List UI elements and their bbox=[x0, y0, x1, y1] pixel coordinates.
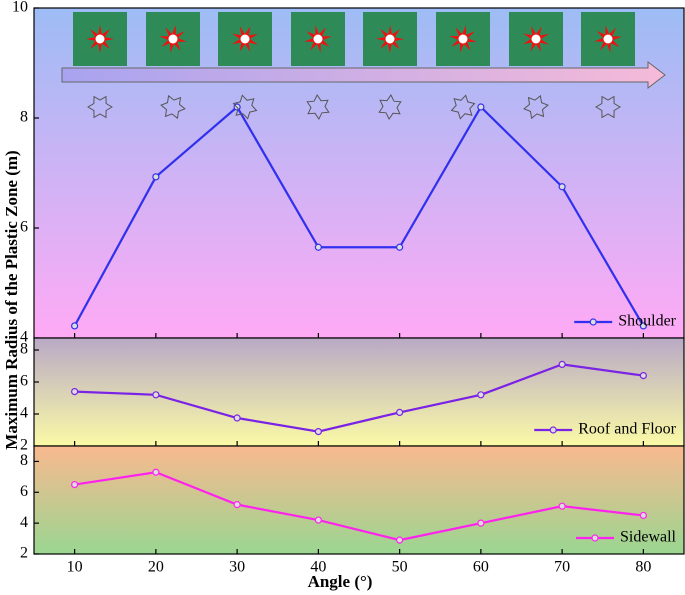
data-point bbox=[71, 480, 79, 489]
legend-label: Shoulder bbox=[618, 313, 676, 330]
icon-hole bbox=[458, 34, 468, 44]
icon bbox=[73, 12, 127, 119]
panel: 2 4 6 8 Roof and Floor bbox=[20, 337, 685, 454]
icon-outline bbox=[232, 94, 258, 120]
legend-label: Roof and Floor bbox=[578, 421, 676, 438]
legend-marker bbox=[589, 318, 597, 326]
y-tick-label: 8 bbox=[20, 341, 28, 358]
y-axis-label: Maximum Radius of the Plastic Zone (m) bbox=[2, 150, 21, 449]
icon-hole bbox=[240, 34, 250, 44]
x-tick-label: 60 bbox=[473, 559, 489, 576]
legend-label: Sidewall bbox=[620, 529, 677, 546]
icon-outline bbox=[378, 94, 402, 120]
data-point bbox=[233, 501, 241, 509]
icon-hole bbox=[385, 34, 395, 44]
plot-background bbox=[34, 8, 684, 338]
data-point bbox=[71, 322, 79, 330]
data-point bbox=[152, 391, 160, 399]
data-point bbox=[477, 519, 485, 527]
x-axis-label: Angle (°) bbox=[308, 572, 373, 591]
illustration bbox=[61, 12, 666, 120]
data-point bbox=[396, 408, 404, 416]
y-tick-label: 10 bbox=[12, 0, 28, 16]
y-tick-label: 6 bbox=[20, 373, 28, 390]
data-point bbox=[152, 468, 160, 476]
x-tick-label: 50 bbox=[392, 559, 408, 576]
icon-outline bbox=[87, 95, 113, 119]
plot-frame bbox=[33, 445, 685, 555]
plot-background bbox=[34, 446, 684, 554]
icon-hole bbox=[603, 34, 613, 44]
series-line bbox=[74, 363, 644, 433]
data-point bbox=[477, 391, 485, 399]
x-tick-label: 30 bbox=[229, 559, 245, 576]
data-point bbox=[71, 388, 79, 396]
y-tick-label: 8 bbox=[20, 109, 28, 126]
icon-outline bbox=[450, 94, 476, 120]
icon-outline bbox=[160, 94, 186, 120]
icon bbox=[363, 12, 417, 120]
series-line bbox=[74, 471, 644, 542]
icon-outline bbox=[595, 95, 621, 119]
icon bbox=[146, 12, 200, 120]
icon-hole bbox=[95, 34, 105, 44]
data-point bbox=[396, 536, 404, 544]
icon bbox=[581, 12, 635, 119]
icon-hole bbox=[313, 34, 323, 44]
x-tick-label: 40 bbox=[310, 559, 326, 576]
icon-outline bbox=[523, 94, 549, 120]
icon-outline bbox=[306, 94, 330, 120]
data-point bbox=[558, 183, 566, 191]
data-point bbox=[314, 428, 322, 436]
x-tick-label: 70 bbox=[554, 559, 570, 576]
x-tick-label: 80 bbox=[635, 559, 651, 576]
x-tick-label: 20 bbox=[148, 559, 164, 576]
panel: 2 4 6 8 10 20 30 40 50 60 70 80 Sidewall bbox=[20, 445, 685, 576]
icon bbox=[218, 12, 272, 120]
arrow bbox=[61, 60, 666, 90]
icon bbox=[291, 12, 345, 120]
panel: 4 6 8 10 Shoulder bbox=[12, 0, 685, 346]
data-point bbox=[314, 243, 322, 251]
data-point bbox=[314, 516, 322, 524]
data-point bbox=[396, 243, 404, 251]
series-line bbox=[73, 105, 645, 327]
y-tick-label: 2 bbox=[20, 545, 28, 562]
y-tick-label: 6 bbox=[20, 483, 28, 500]
data-point bbox=[152, 173, 160, 181]
legend-marker bbox=[591, 534, 599, 542]
y-tick-label: 6 bbox=[20, 219, 28, 236]
icon bbox=[436, 12, 490, 120]
data-point bbox=[233, 414, 241, 422]
data-point bbox=[639, 372, 647, 380]
plot-background bbox=[34, 338, 684, 446]
data-point bbox=[639, 322, 647, 330]
y-tick-label: 8 bbox=[20, 452, 28, 469]
y-tick-label: 4 bbox=[20, 514, 28, 531]
x-tick-label: 10 bbox=[67, 559, 83, 576]
legend-marker bbox=[549, 426, 557, 434]
y-tick-label: 4 bbox=[20, 329, 28, 346]
data-point bbox=[477, 103, 485, 111]
icon bbox=[509, 12, 563, 120]
icon-hole bbox=[168, 34, 178, 44]
data-point bbox=[639, 511, 647, 520]
data-point bbox=[558, 360, 566, 368]
data-point bbox=[558, 502, 566, 510]
y-tick-label: 2 bbox=[20, 437, 28, 454]
y-tick-label: 4 bbox=[20, 405, 28, 422]
icon-hole bbox=[531, 34, 541, 44]
